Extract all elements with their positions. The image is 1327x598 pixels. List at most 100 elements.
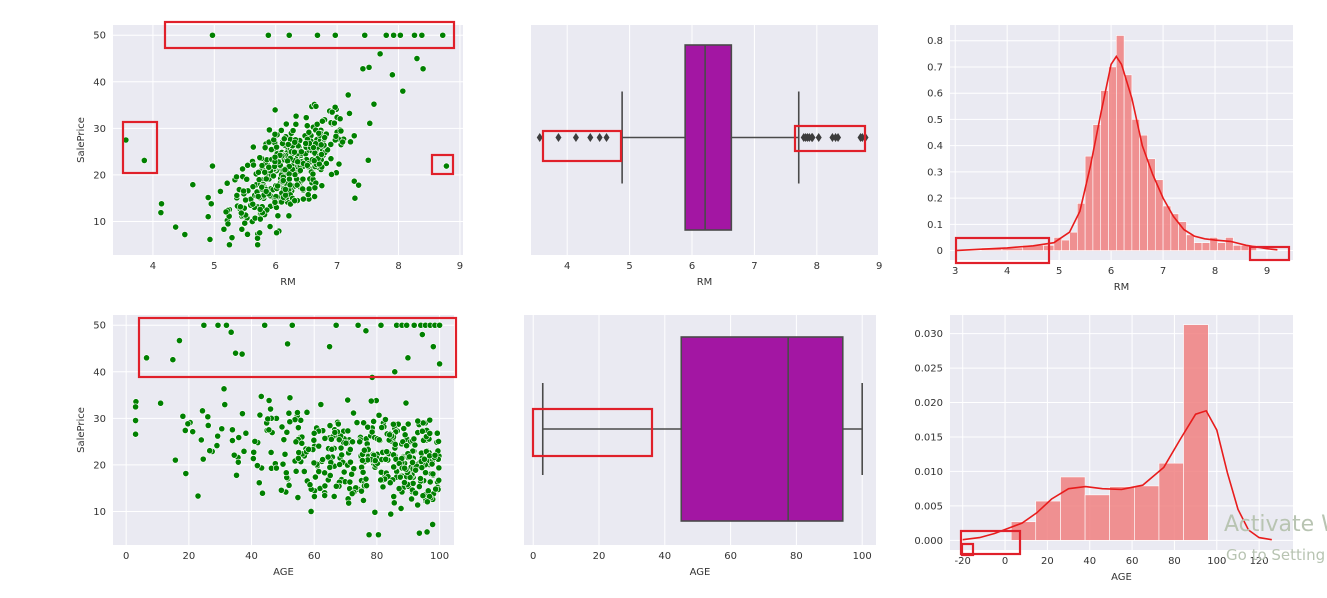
- hist-rm-bar: [1061, 239, 1070, 251]
- box-rm-xtick-label: 7: [751, 261, 757, 272]
- hist-rm-ytick-label: 0.4: [927, 141, 943, 152]
- box-age-xtick-label: 0: [530, 551, 536, 562]
- scatter-rm-point: [339, 138, 346, 146]
- scatter-age-point: [403, 321, 411, 329]
- scatter-age-point: [261, 321, 269, 329]
- scatter-age-point: [377, 476, 385, 484]
- scatter-age-point: [239, 410, 246, 418]
- scatter-rm-point: [291, 197, 299, 205]
- scatter-age-point: [213, 442, 221, 449]
- scatter-rm-point: [292, 112, 300, 120]
- scatter-age-point: [286, 418, 294, 426]
- hist-age-bar: [1109, 486, 1135, 541]
- scatter-age-point: [294, 454, 302, 462]
- hist-age-xtick-label: 0: [1002, 556, 1008, 567]
- highlight-box: [954, 236, 1051, 265]
- scatter-rm-point: [299, 185, 307, 193]
- scatter-age-point: [436, 321, 443, 329]
- box-rm-xlabel: RM: [697, 277, 713, 288]
- box-rm-box: [684, 44, 733, 231]
- scatter-age-point: [132, 403, 139, 411]
- scatter-rm-point: [299, 195, 307, 203]
- hist-rm-xtick-label: 4: [1004, 266, 1010, 277]
- scatter-age-point: [412, 466, 420, 474]
- scatter-age-point: [362, 475, 370, 483]
- hist-rm-bar: [1162, 205, 1172, 251]
- scatter-age-point: [375, 436, 383, 444]
- scatter-age-point: [411, 441, 419, 449]
- scatter-age-point: [259, 489, 266, 497]
- scatter-age-point: [204, 413, 212, 421]
- scatter-age-point: [249, 455, 257, 462]
- scatter-age-point: [428, 460, 436, 468]
- scatter-rm-point: [296, 167, 304, 174]
- scatter-rm-point: [206, 236, 214, 243]
- scatter-age-point: [346, 478, 354, 486]
- scatter-age-point: [404, 354, 412, 362]
- scatter-rm-point: [350, 177, 358, 185]
- scatter-age-point: [235, 434, 243, 441]
- scatter-age-point: [227, 328, 235, 336]
- scatter-age-point: [324, 453, 332, 461]
- hist-rm-panel: 3 4 5 6 7 8 9 0 0.1 0.2 0.3 0.4 0.5 0.6 0.7 0.8 RM: [927, 25, 1293, 293]
- scatter-rm-point: [255, 168, 262, 176]
- hist-age-ytick-label: 0.030: [914, 329, 943, 340]
- scatter-rm-point: [265, 126, 273, 134]
- scatter-age-point: [306, 481, 314, 489]
- scatter-rm-point: [350, 132, 358, 140]
- scatter-age-point: [277, 486, 285, 494]
- scatter-rm-point: [286, 175, 293, 183]
- scatter-rm-point: [273, 229, 280, 237]
- scatter-age-point: [328, 445, 336, 453]
- hist-rm-bar: [1201, 242, 1211, 251]
- scatter-rm-point: [310, 144, 317, 151]
- scatter-age-point: [415, 529, 423, 537]
- scatter-age-point: [382, 416, 389, 423]
- scatter-rm-point: [258, 183, 266, 191]
- scatter-age-point: [406, 453, 413, 461]
- box-age-xtick-label: 20: [593, 551, 606, 562]
- scatter-age-point: [402, 399, 410, 407]
- scatter-rm-point: [237, 209, 245, 217]
- scatter-rm-point: [250, 161, 257, 169]
- hist-rm-kde-line: [955, 55, 1278, 252]
- scatter-age-point: [317, 401, 325, 408]
- scatter-age-point: [326, 422, 334, 429]
- scatter-age-point: [368, 428, 376, 436]
- scatter-rm-point: [271, 153, 279, 161]
- scatter-age-point: [387, 510, 395, 518]
- hist-rm-bar: [1139, 134, 1148, 251]
- scatter-rm-point: [158, 200, 165, 208]
- scatter-age-point: [326, 343, 333, 351]
- scatter-rm-point: [309, 170, 317, 178]
- hist-age-xlabel: AGE: [1111, 572, 1132, 583]
- hist-rm-bar: [1225, 237, 1234, 251]
- scatter-age-point: [234, 458, 242, 466]
- scatter-age-point: [365, 531, 373, 539]
- scatter-rm-point: [282, 120, 290, 128]
- scatter-age-point: [315, 468, 323, 475]
- hist-age-panel: -20 0 20 40 60 80 100 120 0.000 0.005 0.010 0.015 0.…: [914, 315, 1293, 583]
- scatter-age-point: [386, 479, 394, 487]
- scatter-age-ytick-label: 20: [93, 460, 106, 471]
- scatter-age-point: [238, 350, 246, 358]
- scatter-age-point: [204, 422, 212, 429]
- hist-age-xtick-label: 120: [1250, 556, 1269, 567]
- scatter-age-point: [367, 397, 375, 405]
- scatter-age-point: [220, 385, 228, 393]
- scatter-rm-point: [256, 206, 264, 213]
- scatter-age-point: [408, 495, 415, 503]
- scatter-age-point: [321, 434, 329, 442]
- scatter-age-point: [390, 499, 398, 507]
- scatter-rm-point: [222, 208, 230, 216]
- scatter-age-point: [285, 409, 293, 417]
- scatter-age-point: [419, 492, 427, 500]
- scatter-age-ytick-label: 40: [93, 367, 106, 378]
- scatter-age-point: [377, 321, 385, 329]
- scatter-rm-point: [281, 185, 289, 193]
- hist-rm-xtick-label: 8: [1212, 266, 1218, 277]
- hist-age-bar: [1084, 494, 1110, 541]
- scatter-rm-point: [262, 175, 270, 183]
- hist-rm-bar: [1077, 203, 1086, 251]
- scatter-rm-point: [314, 31, 321, 39]
